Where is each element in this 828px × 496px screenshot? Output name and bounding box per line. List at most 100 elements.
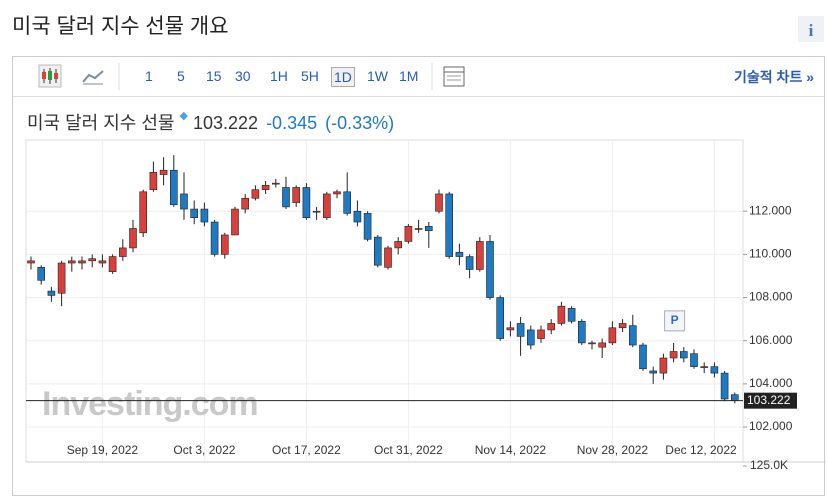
x-tick-label: Nov 14, 2022 <box>475 443 547 457</box>
interval-button[interactable]: 1M <box>399 68 419 84</box>
candle-body <box>363 213 372 240</box>
interval-button[interactable]: 1H <box>270 68 288 84</box>
interval-button[interactable]: 1D <box>331 67 355 87</box>
candle-body <box>180 193 188 210</box>
chart-type-icons[interactable] <box>13 57 123 96</box>
candle-body <box>588 342 596 345</box>
candle-body <box>282 187 290 208</box>
candle-body <box>720 372 729 400</box>
candle-body <box>353 210 362 223</box>
interval-button[interactable]: 15 <box>206 68 222 84</box>
change-pct: (-0.33%) <box>325 113 395 133</box>
candle-body <box>37 267 46 281</box>
candle-body <box>455 251 464 257</box>
candle-body <box>475 241 484 270</box>
x-tick-label: Nov 28, 2022 <box>577 443 649 457</box>
candle-body <box>567 308 576 322</box>
y-tick-label: 102.000 <box>749 419 793 433</box>
candle-body <box>659 357 668 374</box>
candle-body <box>302 187 311 218</box>
candle-body <box>435 193 443 212</box>
candle-body <box>465 256 474 270</box>
last-price-tag <box>744 392 797 409</box>
candle-body <box>88 258 96 262</box>
price: 103.222 <box>192 113 259 133</box>
candle-body <box>608 327 617 344</box>
candle-body <box>27 260 35 264</box>
candle-body <box>68 260 76 264</box>
candle-body <box>394 241 403 249</box>
instrument-name: 미국 달러 지수 선물 <box>27 113 175 133</box>
candle-body <box>414 228 423 230</box>
chart-widget: 1 5 15 30 1H 5H 1D 1W 1M 기술적 차트 » 미국 달러 지수 선물 ◆ … <box>12 56 825 496</box>
interval-button[interactable]: 5 <box>177 68 185 84</box>
candle-body <box>200 208 209 223</box>
watermark: Investing.com <box>42 385 258 423</box>
candle-body <box>119 247 127 257</box>
interval-button[interactable]: 5H <box>301 68 319 84</box>
quote: 미국 달러 지수 선물 ◆ 103.222 -0.345 (-0.33%) <box>27 110 395 133</box>
candle-body <box>292 187 301 203</box>
annotation-box <box>664 310 686 332</box>
candle-body <box>730 394 739 401</box>
candle-body <box>384 247 392 268</box>
candle-body <box>577 320 586 344</box>
x-tick-label: Oct 31, 2022 <box>374 443 443 457</box>
candle-body <box>57 262 66 294</box>
candle-body <box>108 256 117 272</box>
candle-body <box>700 366 709 368</box>
last-price-label: 103.222 <box>747 393 791 407</box>
candle-body <box>373 236 382 266</box>
candle-body <box>526 329 535 346</box>
y-tick-label: 106.000 <box>749 333 793 347</box>
candle-body <box>210 221 219 255</box>
x-tick-label: Sep 19, 2022 <box>67 443 139 457</box>
y-tick-label: 112.000 <box>749 203 792 217</box>
candle-body <box>404 226 413 242</box>
interval-button[interactable]: 1 <box>145 68 153 84</box>
tech-chart-link[interactable]: 기술적 차트 » <box>734 69 814 85</box>
candle-body <box>221 234 229 255</box>
annotation: P <box>671 313 679 327</box>
candle-body <box>547 323 556 331</box>
candle-body <box>618 323 627 329</box>
x-tick-label: Oct 17, 2022 <box>272 443 341 457</box>
candle-body <box>710 366 719 374</box>
volume-tick-label: 125.0K <box>750 458 788 472</box>
interval-button[interactable]: 30 <box>235 68 251 84</box>
candle-body <box>251 189 260 199</box>
candle-body <box>159 169 168 175</box>
candle-body <box>271 182 280 185</box>
candle-body <box>679 351 688 359</box>
y-tick-label: 110.000 <box>749 247 792 261</box>
page-title: 미국 달러 지수 선물 개요 <box>12 15 229 38</box>
settings-icon[interactable] <box>428 57 468 96</box>
candle-body <box>149 172 158 190</box>
candle-body <box>516 323 525 337</box>
candle-body <box>496 297 505 339</box>
interval-button[interactable]: 1W <box>367 68 388 84</box>
candle-body <box>190 208 198 218</box>
candle-body <box>170 169 178 206</box>
candle-body <box>98 260 107 264</box>
toolbar: 1 5 15 30 1H 5H 1D 1W 1M 기술적 차트 » <box>13 57 824 97</box>
candle-body <box>312 210 321 213</box>
info-button[interactable]: i <box>798 16 824 42</box>
candle-body <box>486 241 494 298</box>
candle-body <box>343 191 352 214</box>
x-tick-label: Dec 12, 2022 <box>665 443 737 457</box>
candle-body <box>649 370 658 374</box>
candle-body <box>639 344 647 370</box>
change: -0.345 <box>266 113 318 133</box>
candle-body <box>598 342 607 348</box>
x-tick-label: Oct 3, 2022 <box>173 443 235 457</box>
candle-body <box>557 305 566 324</box>
candle-body <box>139 191 147 234</box>
y-tick-label: 108.000 <box>749 290 793 304</box>
candle-body <box>322 193 331 218</box>
candle-body <box>231 208 239 236</box>
candle-body <box>445 193 454 257</box>
candle-body <box>47 290 56 296</box>
